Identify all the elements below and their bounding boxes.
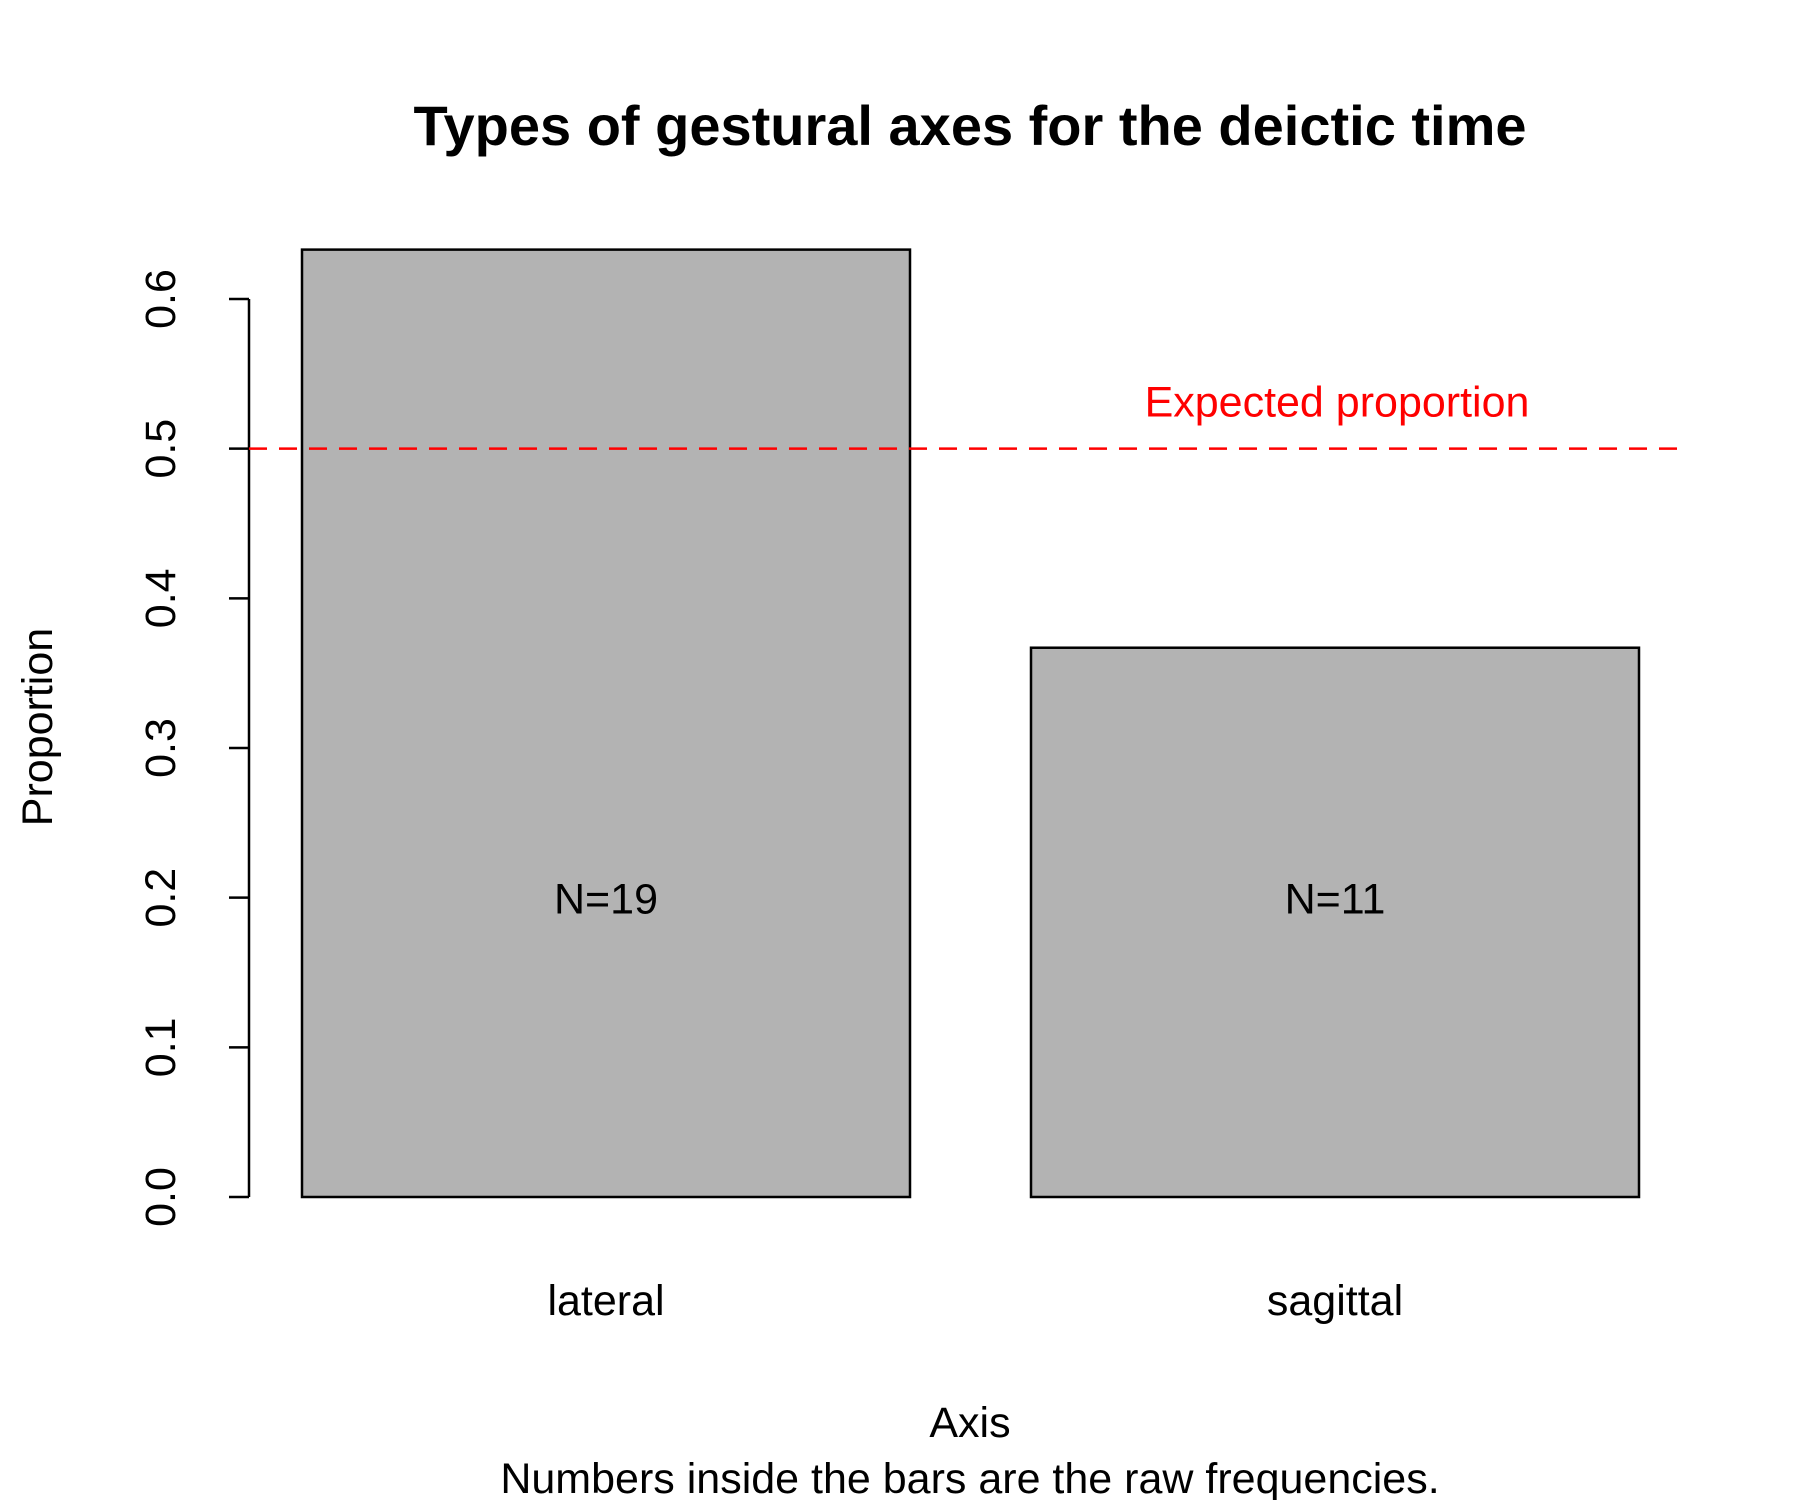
y-axis-title: Proportion — [14, 628, 62, 826]
y-tick-label: 0.5 — [137, 419, 185, 479]
bars-group: N=19 lateral N=11 sagittal — [300, 248, 1641, 1325]
bar-value-label: N=19 — [554, 876, 658, 924]
y-tick-label: 0.1 — [137, 1017, 185, 1077]
x-tick-label: sagittal — [1267, 1277, 1403, 1325]
caption: Numbers inside the bars are the raw freq… — [500, 1455, 1439, 1500]
y-axis: 0.0 0.1 0.2 0.3 0.4 0.5 0.6 — [137, 269, 251, 1227]
chart-title: Types of gestural axes for the deictic t… — [413, 94, 1526, 157]
y-tick-label: 0.3 — [137, 718, 185, 778]
x-axis-title: Axis — [929, 1399, 1010, 1447]
y-tick-label: 0.2 — [137, 868, 185, 928]
bar-value-label: N=11 — [1285, 876, 1386, 924]
bar-sagittal — [1029, 646, 1641, 1199]
y-tick-label: 0.0 — [137, 1167, 185, 1227]
reference-line-label: Expected proportion — [1145, 379, 1530, 427]
x-tick-label: lateral — [547, 1277, 664, 1325]
y-tick-label: 0.6 — [137, 269, 185, 329]
y-tick-label: 0.4 — [137, 568, 185, 628]
reference-line-group: Expected proportion — [249, 379, 1685, 450]
bar-lateral — [300, 248, 912, 1199]
